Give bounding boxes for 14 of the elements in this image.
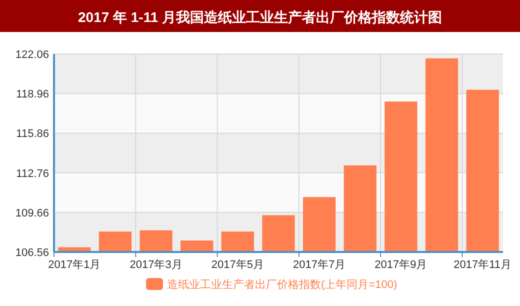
x-tick-label: 2017年5月: [211, 259, 264, 271]
y-tick-label: 118.96: [16, 88, 49, 101]
x-tick-label: 2017年11月: [454, 259, 512, 271]
y-tick-label: 122.06: [15, 49, 49, 61]
chart-title: 2017 年 1-11 月我国造纸业工业生产者出厂价格指数统计图: [78, 9, 442, 25]
x-tick-label: 2017年1月: [48, 259, 101, 271]
y-tick-label: 109.66: [15, 207, 49, 220]
y-tick-label: 112.76: [16, 168, 49, 180]
x-tick-label: 2017年9月: [374, 259, 428, 271]
x-tick-label: 2017年7月: [293, 259, 346, 271]
x-tick-label: 2017年3月: [130, 259, 182, 271]
legend-label: 造纸业工业生产者出厂价格指数(上年同月=100): [167, 278, 398, 291]
y-tick-label: 106.56: [15, 247, 49, 259]
y-tick-label: 115.86: [16, 128, 49, 140]
